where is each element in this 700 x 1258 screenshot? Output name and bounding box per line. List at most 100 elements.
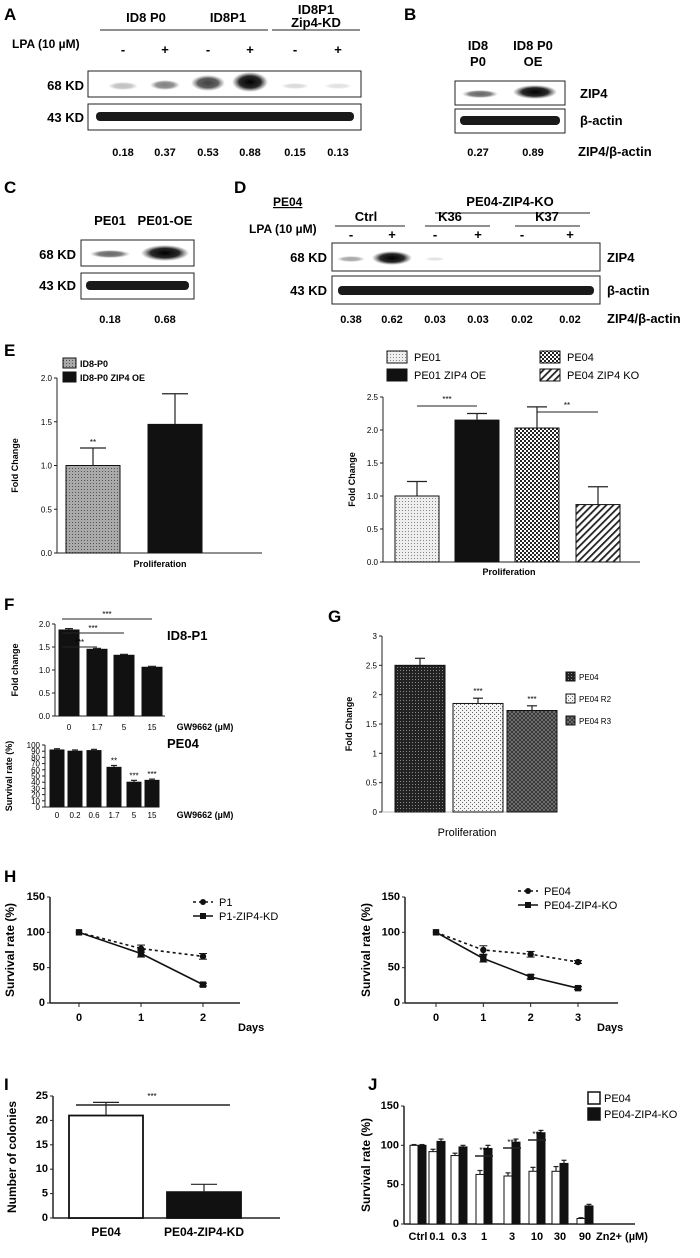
data-point	[527, 973, 534, 981]
lpa-sign: -	[121, 42, 125, 57]
band	[141, 245, 189, 261]
legend-marker	[525, 888, 531, 894]
y-tick-label: 0.5	[366, 779, 378, 788]
sign-row-a: - + - + - +	[121, 42, 342, 57]
legend-swatch	[539, 350, 561, 364]
lane-label-b1: ID8 P0	[468, 38, 488, 69]
bar	[126, 781, 142, 808]
significance-label: ***	[473, 687, 482, 696]
bar	[394, 495, 440, 563]
data-point	[75, 929, 83, 936]
y-tick-label: 80	[31, 753, 40, 762]
y-tick-label: 0.0	[41, 549, 53, 558]
y-axis-label: Survival rate (%)	[359, 903, 373, 997]
y-tick-label: 0.0	[367, 558, 379, 567]
bar	[113, 654, 135, 717]
group-label-d1: Ctrl	[355, 209, 377, 224]
legend-swatch	[62, 357, 77, 369]
y-tick-label: 2.0	[41, 374, 53, 383]
quant-b1: 0.27	[467, 147, 488, 159]
bar	[483, 1147, 493, 1225]
legend-swatch	[565, 715, 576, 726]
significance-label: ***	[527, 695, 536, 704]
quant-value: 0.15	[284, 147, 305, 159]
data-point	[199, 953, 207, 960]
data-point	[527, 951, 534, 958]
x-axis-label: Days	[238, 1022, 264, 1034]
panel-label-h: H	[4, 867, 16, 886]
title-f1: ID8-P1	[167, 628, 207, 643]
panel-label-a: A	[4, 5, 16, 24]
quant-c1: 0.18	[99, 314, 120, 326]
x-tick-label: 0.2	[69, 811, 81, 820]
x-tick-label: 90	[579, 1231, 591, 1243]
quant-value: 0.02	[559, 314, 580, 326]
y-tick-label: 150	[382, 891, 400, 903]
charts-layer: 0.0 0.5 1.0 1.5 2.0 Fold Change ** Proliferatio…	[3, 350, 678, 1243]
bands-a-actin	[96, 112, 354, 121]
significance-label: ***	[102, 610, 111, 619]
y-tick-label: 1.5	[366, 720, 378, 729]
bar	[86, 750, 102, 808]
legend-label: PE04 R2	[579, 695, 612, 704]
y-tick-label: 50	[33, 962, 45, 974]
significance-label: ***	[129, 771, 138, 780]
y-axis-label: Survival rate (%)	[3, 903, 17, 997]
group-label-a2: ID8P1	[210, 10, 246, 25]
quant-value: 0.53	[197, 147, 218, 159]
y-tick-label: 0	[42, 1212, 48, 1224]
bar	[144, 779, 160, 808]
quant-value: 0.38	[340, 314, 361, 326]
panel-a: A ID8 P0 ID8P1 ID8P1 Zip4-KD LPA (10 µM) …	[4, 2, 362, 159]
band	[460, 116, 560, 125]
y-tick-label: 0.0	[39, 712, 51, 721]
chart-h1: 0 50 100 150 Survival rate (%) 0 1 2 Days P1 P1-ZI…	[3, 891, 278, 1034]
significance-label: **	[90, 438, 96, 447]
mw-a-68: 68 KD	[47, 78, 84, 93]
label-line: ID8 P0	[126, 10, 166, 25]
chart-g: 0 0.5 1 1.5 2 2.5 3 Fold Change *** *** Proliferat…	[344, 632, 612, 839]
x-tick-label: 30	[554, 1231, 566, 1243]
bar	[147, 423, 203, 554]
chart-h2: 0 50 100 150 Survival rate (%) 0 1 2 3 Days PE04 PE…	[359, 886, 623, 1034]
x-tick-label: 0.3	[451, 1231, 466, 1243]
y-tick-label: 2.0	[39, 620, 51, 629]
legend-label: PE04-ZIP4-KO	[604, 1109, 678, 1121]
y-axis-label: Fold Change	[344, 697, 354, 752]
label-line: P0	[470, 54, 486, 69]
bar	[452, 702, 504, 813]
x-tick-label: 10	[531, 1231, 543, 1243]
legend-label: PE04	[604, 1093, 631, 1105]
bar	[141, 666, 163, 717]
lpa-sign: -	[433, 227, 437, 242]
row-label-d-zip4: ZIP4	[607, 250, 635, 265]
bar	[450, 1155, 460, 1225]
bar	[514, 427, 560, 563]
panel-label-c: C	[4, 178, 16, 197]
legend-label: P1-ZIP4-KD	[219, 911, 278, 923]
chart-j: 0 50 100 150 Survival rate (%) Ctrl 0.1 0.3 1 3 10…	[359, 1091, 678, 1243]
legend-label: PE04 R3	[579, 717, 612, 726]
significance-label: ***	[532, 1130, 541, 1139]
significance-label: ***	[147, 770, 156, 779]
y-tick-label: 150	[27, 891, 45, 903]
y-tick-label: 0	[373, 808, 378, 817]
y-tick-label: 70	[31, 760, 40, 769]
bar	[436, 1140, 446, 1225]
x-tick-label: 15	[148, 723, 157, 732]
band	[513, 85, 557, 99]
band	[372, 251, 412, 265]
y-tick-label: 2.5	[367, 393, 379, 402]
panel-label-d: D	[234, 178, 246, 197]
row-label-b-zip4: ZIP4	[580, 86, 608, 101]
blot-d-zip4	[331, 242, 601, 272]
y-axis-label: Number of colonies	[5, 1101, 19, 1213]
x-tick-label: 1	[138, 1012, 144, 1024]
y-tick-label: 100	[381, 1139, 399, 1151]
band	[337, 256, 365, 262]
x-axis-label: GW9662 (µM)	[177, 810, 234, 820]
group-label-a3: ID8P1 Zip4-KD	[291, 2, 341, 30]
y-tick-label: 1.0	[41, 462, 53, 471]
data-point	[574, 958, 582, 966]
row-label-b-actin: β-actin	[580, 113, 623, 128]
